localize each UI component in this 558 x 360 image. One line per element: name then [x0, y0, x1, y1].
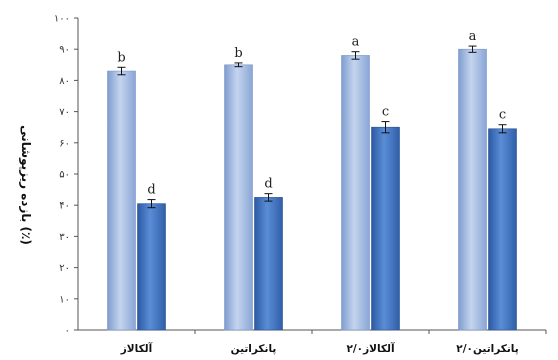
- category-label: پانکراتین: [231, 343, 277, 355]
- significance-label: c: [382, 105, 389, 120]
- y-tick-label: ۴۰: [59, 201, 70, 212]
- y-tick-label: ۷۰: [59, 107, 70, 118]
- bar: [107, 70, 136, 331]
- bar: [137, 203, 166, 331]
- y-tick-label: ۱۰۰: [54, 14, 70, 25]
- bar: [488, 128, 517, 331]
- significance-label: d: [147, 183, 155, 198]
- y-tick-label: ۸۰: [59, 76, 70, 87]
- chart-labels: b d آلکالاز b d پانکراتین a c آلکالاز۲/۰ a c پانکرا…: [117, 29, 518, 355]
- significance-label: b: [117, 50, 125, 65]
- significance-label: a: [469, 29, 477, 44]
- bar: [458, 48, 487, 331]
- bar: [341, 55, 370, 331]
- y-axis-label: بازده ریزپوشانی (٪): [18, 125, 32, 245]
- category-label: آلکالاز: [120, 342, 153, 355]
- significance-label: a: [352, 35, 360, 50]
- bar: [224, 64, 253, 331]
- y-tick-label: ۵۰: [59, 170, 70, 181]
- y-tick-label: ۰: [65, 326, 70, 337]
- y-tick-label: ۱۰: [59, 294, 70, 305]
- category-label: پانکراتین۲/۰: [456, 343, 518, 355]
- category-label: آلکالاز۲/۰: [346, 342, 395, 355]
- significance-label: b: [234, 46, 242, 61]
- significance-label: c: [499, 108, 506, 123]
- y-axis-label-text: بازده ریزپوشانی (٪): [18, 125, 32, 245]
- y-tick-label: ۲۰: [59, 263, 70, 274]
- y-tick-label: ۳۰: [59, 232, 70, 243]
- bar: [254, 197, 283, 331]
- significance-label: d: [264, 177, 272, 192]
- y-tick-label: ۹۰: [59, 45, 70, 56]
- y-tick-label: ۶۰: [59, 138, 70, 149]
- bar: [371, 126, 400, 331]
- chart-bars: [107, 45, 517, 331]
